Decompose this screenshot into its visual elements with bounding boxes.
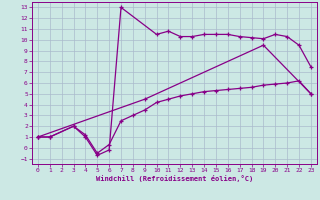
X-axis label: Windchill (Refroidissement éolien,°C): Windchill (Refroidissement éolien,°C) — [96, 175, 253, 182]
